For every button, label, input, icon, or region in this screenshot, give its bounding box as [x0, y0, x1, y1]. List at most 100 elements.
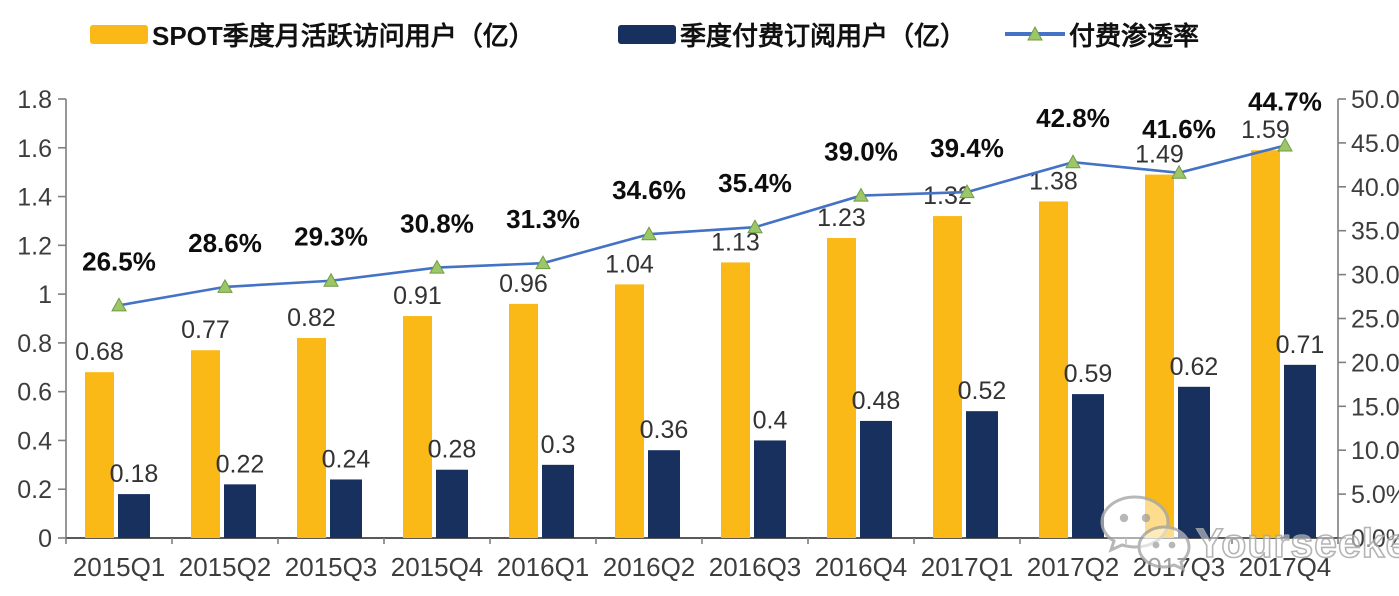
- penetration-marker-2016Q4: [853, 187, 869, 202]
- bar-mau-value-label: 1.49: [1135, 141, 1184, 169]
- bar-mau-value-label: 0.91: [393, 282, 442, 310]
- wechat-icon-eye: [1141, 513, 1151, 523]
- bar-mau-2017Q3: [1145, 174, 1174, 538]
- penetration-rate-label: 28.6%: [188, 228, 262, 258]
- right-axis-tick-label: 0.0%: [1351, 525, 1399, 553]
- bar-subscribers-2015Q4: [436, 469, 468, 538]
- x-axis-label: 2015Q2: [179, 552, 272, 582]
- penetration-rate-label: 41.6%: [1142, 114, 1216, 144]
- bar-mau-2017Q1: [933, 216, 962, 539]
- x-axis-label: 2016Q2: [603, 552, 696, 582]
- right-axis-tick-label: 50.0%: [1351, 86, 1399, 114]
- bar-mau-value-label: 0.77: [181, 316, 230, 344]
- x-axis-label: 2017Q4: [1239, 552, 1332, 582]
- right-axis-tick-label: 25.0%: [1351, 306, 1399, 334]
- chart-legend: SPOT季度月活跃访问用户（亿） 季度付费订阅用户（亿） 付费渗透率: [0, 14, 1399, 54]
- bar-subscribers-2016Q4: [860, 420, 892, 538]
- left-axis-tick-label: 1.6: [17, 135, 52, 163]
- subscribers-legend-swatch: [618, 24, 676, 44]
- wechat-icon-eye: [1152, 541, 1160, 549]
- bar-subscribers-value-label: 0.22: [216, 450, 265, 478]
- bar-subscribers-2016Q2: [648, 450, 680, 538]
- penetration-rate-label: 39.4%: [930, 133, 1004, 163]
- legend-item-penetration: 付费渗透率: [1005, 14, 1199, 54]
- bar-subscribers-2016Q3: [754, 440, 786, 538]
- bar-subscribers-value-label: 0.62: [1170, 353, 1219, 381]
- bar-mau-2016Q1: [509, 303, 538, 538]
- bar-subscribers-2015Q3: [330, 479, 362, 538]
- bar-mau-2015Q2: [191, 350, 220, 538]
- bar-mau-2016Q3: [721, 262, 750, 538]
- penetration-marker-2016Q3: [747, 219, 763, 234]
- x-axis-label: 2017Q2: [1027, 552, 1120, 582]
- bar-subscribers-value-label: 0.48: [852, 387, 901, 415]
- bar-mau-value-label: 1.23: [817, 204, 866, 232]
- watermark: Yourseeker: [1100, 495, 1399, 572]
- bar-mau-value-label: 0.68: [75, 338, 124, 366]
- left-axis-tick-label: 1.4: [17, 184, 52, 212]
- bar-subscribers-2017Q2: [1072, 394, 1104, 538]
- left-axis-tick-label: 1.8: [17, 86, 52, 114]
- x-axis-label: 2016Q4: [815, 552, 908, 582]
- x-axis-label: 2015Q4: [391, 552, 484, 582]
- penetration-rate-label: 42.8%: [1036, 103, 1110, 133]
- penetration-legend-label: 付费渗透率: [1069, 20, 1200, 51]
- bar-subscribers-value-label: 0.71: [1276, 331, 1325, 359]
- bar-subscribers-2015Q1: [118, 494, 150, 538]
- wechat-icon-eye: [1168, 541, 1176, 549]
- left-axis-tick-label: 0.8: [17, 330, 52, 358]
- right-axis-tick-label: 45.0%: [1351, 130, 1399, 158]
- bar-subscribers-value-label: 0.28: [428, 436, 477, 464]
- penetration-marker-2017Q3: [1171, 164, 1187, 179]
- watermark-text: Yourseeker: [1196, 520, 1399, 566]
- penetration-marker-2017Q2: [1065, 154, 1081, 169]
- bar-mau-value-label: 1.59: [1241, 116, 1290, 144]
- bar-mau-2015Q4: [403, 316, 432, 538]
- bar-mau-2015Q1: [85, 372, 114, 538]
- penetration-rate-label: 34.6%: [612, 175, 686, 205]
- bar-subscribers-value-label: 0.18: [110, 460, 159, 488]
- x-axis-label: 2016Q1: [497, 552, 590, 582]
- bar-subscribers-2015Q2: [224, 484, 256, 538]
- x-axis-label: 2015Q1: [73, 552, 166, 582]
- penetration-marker-2017Q4: [1277, 137, 1293, 152]
- bar-subscribers-2016Q1: [542, 464, 574, 538]
- legend-item-mau: SPOT季度月活跃访问用户（亿）: [90, 14, 535, 54]
- left-axis-tick-label: 0.2: [17, 476, 52, 504]
- penetration-marker-2015Q4: [429, 259, 445, 274]
- penetration-rate-label: 29.3%: [294, 222, 368, 252]
- right-axis-tick-label: 40.0%: [1351, 174, 1399, 202]
- x-axis-label: 2017Q1: [921, 552, 1014, 582]
- legend-item-subscribers: 季度付费订阅用户（亿）: [618, 14, 966, 54]
- penetration-rate-line: [118, 144, 1286, 307]
- bar-subscribers-value-label: 0.4: [753, 406, 788, 434]
- bar-mau-value-label: 0.82: [287, 304, 336, 332]
- penetration-marker-2017Q1: [959, 184, 975, 199]
- bar-mau-value-label: 1.04: [605, 250, 654, 278]
- wechat-chat-bubble-small-icon: [1137, 525, 1191, 572]
- x-axis-label: 2016Q3: [709, 552, 802, 582]
- bar-subscribers-value-label: 0.59: [1064, 360, 1113, 388]
- right-axis-tick-label: 10.0%: [1351, 437, 1399, 465]
- penetration-rate-label: 31.3%: [506, 204, 580, 234]
- bar-subscribers-value-label: 0.24: [322, 445, 371, 473]
- penetration-marker-2016Q2: [641, 226, 657, 241]
- left-axis-tick-label: 1.2: [17, 232, 52, 260]
- mau-legend-label: SPOT季度月活跃访问用户（亿）: [152, 20, 535, 51]
- penetration-rate-label: 30.8%: [400, 209, 474, 239]
- bar-subscribers-2017Q3: [1178, 386, 1210, 538]
- x-axis-label: 2015Q3: [285, 552, 378, 582]
- bar-subscribers-value-label: 0.52: [958, 377, 1007, 405]
- bar-mau-2016Q4: [827, 238, 856, 538]
- penetration-marker-2015Q1: [111, 297, 127, 312]
- right-axis-tick-label: 35.0%: [1351, 218, 1399, 246]
- mau-legend-swatch: [90, 24, 148, 44]
- left-axis-tick-label: 0: [38, 525, 52, 553]
- penetration-marker-2015Q2: [217, 278, 233, 293]
- right-axis-tick-label: 15.0%: [1351, 393, 1399, 421]
- bar-subscribers-2017Q1: [966, 411, 998, 538]
- left-axis-tick-label: 1: [38, 281, 52, 309]
- subscribers-legend-label: 季度付费订阅用户（亿）: [680, 20, 967, 51]
